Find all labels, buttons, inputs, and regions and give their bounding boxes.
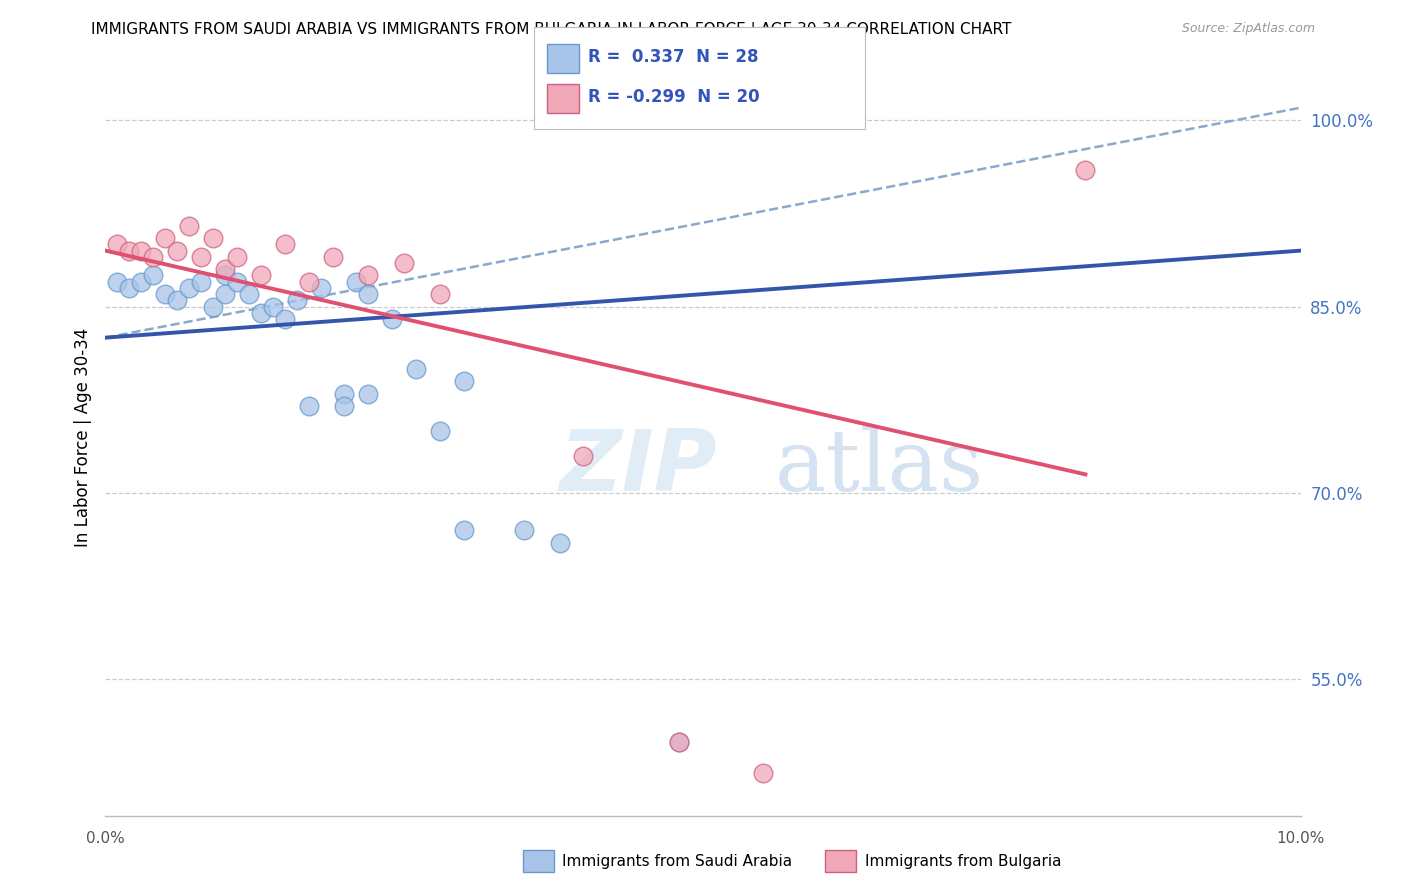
Point [298, 399, 321, 413]
Text: atlas: atlas [775, 425, 984, 509]
Point [107, 275, 129, 289]
Point [273, 237, 295, 252]
Point [142, 250, 165, 264]
Point [285, 293, 308, 308]
Point [357, 287, 380, 301]
Text: Immigrants from Bulgaria: Immigrants from Bulgaria [865, 855, 1062, 869]
Point [190, 275, 212, 289]
Point [262, 300, 284, 314]
Point [225, 250, 249, 264]
Point [572, 449, 595, 463]
Text: Source: ZipAtlas.com: Source: ZipAtlas.com [1181, 22, 1315, 36]
Y-axis label: In Labor Force | Age 30-34: In Labor Force | Age 30-34 [73, 327, 91, 547]
Text: R =  0.337  N = 28: R = 0.337 N = 28 [588, 48, 758, 66]
Text: 10.0%: 10.0% [1277, 831, 1324, 846]
Point [513, 524, 536, 538]
Point [129, 275, 153, 289]
Point [668, 734, 690, 748]
Point [107, 237, 129, 252]
Point [453, 374, 475, 388]
Point [394, 256, 416, 270]
Point [381, 312, 404, 326]
Point [214, 262, 236, 277]
Point [238, 287, 260, 301]
Point [250, 306, 273, 320]
Point [273, 312, 295, 326]
Point [298, 275, 321, 289]
Point [129, 244, 153, 258]
Point [177, 219, 201, 233]
Point [166, 293, 188, 308]
Point [155, 287, 177, 301]
Point [357, 386, 380, 401]
Point [321, 250, 344, 264]
Point [214, 268, 236, 283]
Point [1074, 162, 1097, 177]
Point [118, 281, 141, 295]
Point [309, 281, 332, 295]
Text: IMMIGRANTS FROM SAUDI ARABIA VS IMMIGRANTS FROM BULGARIA IN LABOR FORCE | AGE 30: IMMIGRANTS FROM SAUDI ARABIA VS IMMIGRAN… [91, 22, 1012, 38]
Point [155, 231, 177, 245]
Point [214, 287, 236, 301]
Point [333, 386, 356, 401]
Point [668, 734, 690, 748]
Text: Immigrants from Saudi Arabia: Immigrants from Saudi Arabia [562, 855, 793, 869]
Point [202, 231, 225, 245]
Point [333, 399, 356, 413]
Point [346, 275, 368, 289]
Point [548, 535, 571, 549]
Text: ZIP: ZIP [560, 425, 717, 509]
Point [429, 287, 451, 301]
Point [166, 244, 188, 258]
Point [177, 281, 201, 295]
Point [250, 268, 273, 283]
Point [225, 275, 249, 289]
Point [118, 244, 141, 258]
Point [142, 268, 165, 283]
Point [429, 424, 451, 438]
Point [190, 250, 212, 264]
Point [202, 300, 225, 314]
Text: 0.0%: 0.0% [86, 831, 125, 846]
Text: R = -0.299  N = 20: R = -0.299 N = 20 [588, 88, 759, 106]
Point [453, 524, 475, 538]
Point [751, 765, 773, 780]
Point [357, 268, 380, 283]
Point [405, 361, 427, 376]
